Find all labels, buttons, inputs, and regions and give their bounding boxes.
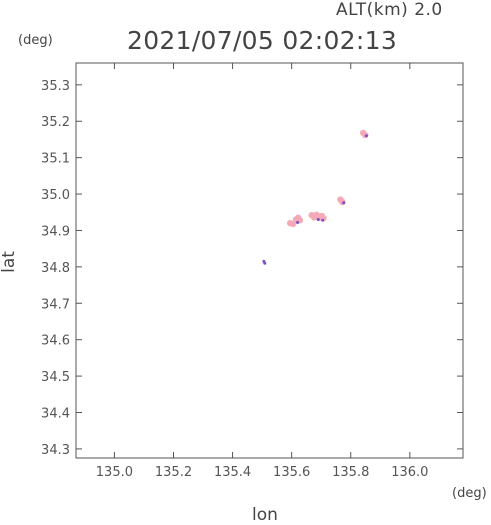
plot-frame — [75, 62, 464, 459]
x-axis-unit: (deg) — [452, 486, 487, 501]
data-point — [342, 201, 346, 205]
y-tick-label: 34.7 — [41, 297, 70, 312]
y-tick-label: 35.3 — [41, 79, 70, 94]
x-tick-label: 135.6 — [273, 465, 310, 480]
chart-title: 2021/07/05 02:02:13 — [127, 26, 398, 55]
x-tick-label: 135.4 — [214, 465, 251, 480]
x-axis-label: lon — [252, 505, 278, 525]
axis-ticks: 135.0 135.2 135.4 135.6 135.8 136.0 34.3 34.4 34… — [41, 63, 463, 480]
data-point — [263, 261, 267, 265]
data-point — [296, 220, 300, 224]
y-tick-label: 35.2 — [41, 115, 70, 130]
chart-subtitle: ALT(km) 2.0 — [336, 0, 443, 20]
data-point — [316, 218, 320, 222]
y-tick-label: 35.0 — [41, 188, 70, 203]
data-point — [321, 218, 325, 222]
y-tick-label: 34.6 — [41, 334, 70, 349]
data-point — [364, 134, 368, 138]
y-tick-label: 34.4 — [41, 406, 70, 421]
x-tick-label: 135.2 — [155, 465, 192, 480]
x-tick-label: 136.0 — [391, 465, 428, 480]
x-tick-label: 135.0 — [96, 465, 133, 480]
y-axis-label: lat — [0, 251, 19, 273]
y-tick-label: 35.1 — [41, 152, 70, 167]
y-tick-label: 34.3 — [41, 443, 70, 458]
y-tick-label: 34.5 — [41, 370, 70, 385]
y-tick-label: 34.9 — [41, 224, 70, 239]
y-tick-label: 34.8 — [41, 261, 70, 276]
data-points — [262, 129, 369, 265]
y-axis-unit: (deg) — [18, 33, 53, 48]
x-tick-label: 135.8 — [332, 465, 369, 480]
